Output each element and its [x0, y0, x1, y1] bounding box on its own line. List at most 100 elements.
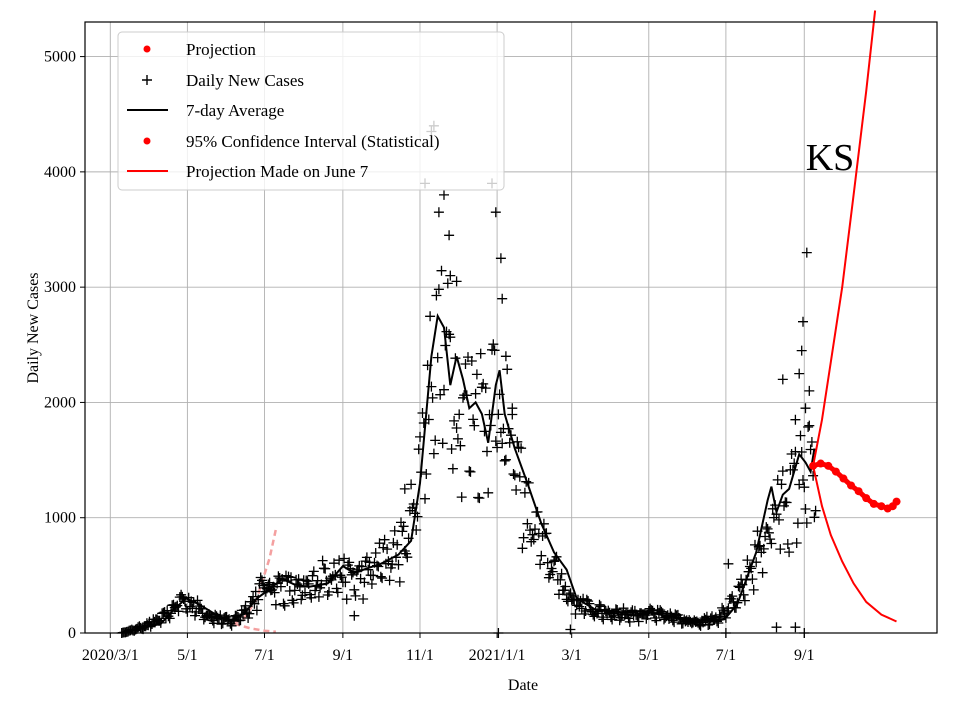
daily-case-point: [806, 437, 817, 447]
daily-case-point: [669, 617, 680, 628]
daily-case-point: [308, 566, 319, 577]
daily-case-point: [270, 599, 281, 610]
daily-case-point: [480, 383, 491, 394]
legend-label: Projection Made on June 7: [186, 162, 369, 181]
daily-case-point: [517, 543, 528, 554]
legend-label: Daily New Cases: [186, 71, 304, 90]
daily-case-point: [451, 276, 462, 287]
daily-case-point: [490, 207, 501, 218]
daily-case-point: [402, 552, 413, 563]
daily-case-point: [243, 613, 254, 623]
daily-case-point: [497, 293, 508, 304]
daily-case-point: [340, 577, 351, 588]
daily-case-point: [800, 504, 811, 514]
x-axis-ticks: 2020/3/1 5/1 7/1 9/1 11/1 2021/1/1 3/1 5/1 7/1 9/…: [82, 633, 814, 664]
daily-case-point: [354, 560, 365, 571]
daily-case-point: [810, 505, 821, 516]
state-annotation: KS: [806, 137, 855, 179]
daily-case-point: [370, 548, 381, 558]
daily-case-point: [433, 284, 444, 295]
daily-case-point: [475, 348, 486, 359]
y-tick-label: 0: [68, 625, 76, 642]
daily-case-point: [614, 615, 625, 626]
daily-case-point: [624, 616, 635, 627]
daily-case-point: [804, 385, 815, 396]
daily-case-point: [263, 579, 274, 590]
daily-case-point: [442, 278, 453, 289]
plot-frame: [84, 21, 938, 634]
daily-case-point: [757, 567, 768, 578]
daily-case-point: [747, 574, 758, 585]
daily-case-point: [433, 207, 444, 218]
daily-case-point: [379, 534, 390, 545]
daily-case-point: [350, 590, 361, 601]
daily-case-point: [514, 471, 525, 482]
daily-case-point: [384, 575, 395, 586]
daily-case-point: [406, 479, 417, 490]
daily-case-point: [324, 586, 334, 597]
legend: Projection Daily New Cases 7-day Average 95…: [117, 31, 505, 191]
daily-case-point: [598, 614, 609, 625]
projection-point: [816, 459, 825, 468]
ci-upper-line: [812, 10, 877, 466]
daily-case-point: [483, 487, 494, 498]
daily-case-point: [468, 414, 479, 425]
daily-case-point: [560, 581, 571, 592]
daily-case-point: [739, 595, 750, 606]
daily-case-point: [454, 409, 465, 420]
daily-case-point: [449, 415, 460, 426]
daily-case-point: [580, 606, 591, 616]
daily-case-point: [287, 595, 298, 606]
daily-case-point: [420, 493, 430, 504]
daily-case-point: [437, 438, 448, 449]
y-tick-label: 1000: [44, 510, 76, 527]
daily-case-point: [799, 482, 810, 493]
daily-case-point: [489, 345, 500, 356]
daily-case-point: [527, 529, 538, 540]
x-tick-label: 2021/1/1: [469, 647, 526, 664]
projection-point: [831, 467, 840, 476]
daily-case-point: [460, 359, 471, 369]
projection-point: [839, 474, 848, 483]
daily-case-point: [427, 392, 438, 403]
daily-case-point: [556, 568, 567, 579]
daily-case-point: [488, 339, 499, 350]
daily-case-point: [444, 230, 455, 241]
daily-case-point: [490, 436, 501, 447]
projection-point: [877, 502, 886, 511]
daily-case-point: [397, 526, 408, 537]
legend-label: 7-day Average: [186, 101, 284, 120]
daily-case-point: [300, 587, 310, 598]
daily-case-point: [445, 270, 456, 281]
daily-case-point: [451, 423, 462, 433]
daily-case-point: [555, 574, 566, 585]
daily-case-point: [317, 555, 328, 566]
daily-case-point: [798, 316, 808, 327]
daily-case-point: [375, 571, 386, 582]
seven-day-average-series: [121, 312, 816, 634]
daily-case-point: [452, 433, 463, 444]
daily-case-point: [809, 512, 820, 523]
daily-case-point: [594, 599, 605, 610]
daily-case-point: [288, 597, 299, 608]
daily-case-point: [398, 521, 409, 532]
daily-case-point: [798, 475, 808, 485]
daily-case-point: [781, 497, 792, 508]
daily-case-point: [565, 588, 576, 599]
daily-case-point: [765, 534, 776, 545]
projection-point: [824, 461, 833, 470]
projection-point: [862, 494, 871, 503]
daily-case-point: [332, 587, 343, 598]
ci-lower-line: [812, 465, 897, 623]
daily-case-point: [455, 440, 466, 451]
daily-case-point: [248, 591, 259, 602]
daily-case-point: [257, 575, 267, 586]
legend-items: Projection Daily New Cases 7-day Average 95…: [127, 40, 440, 181]
june7-projection-lower-line: [233, 622, 277, 634]
daily-case-point: [432, 352, 443, 363]
daily-case-point: [289, 585, 300, 596]
daily-case-point: [763, 527, 774, 538]
daily-case-point: [500, 454, 511, 465]
legend-marker-dot: [143, 137, 151, 145]
